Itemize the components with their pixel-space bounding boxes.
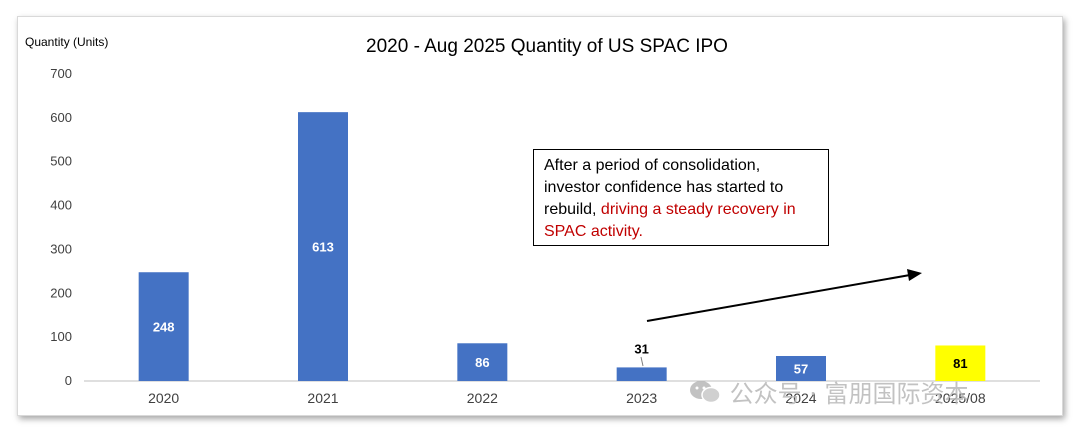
y-axis-label: Quantity (Units): [25, 35, 108, 49]
bar-2022: [457, 343, 508, 381]
bar-2025-08: [935, 345, 986, 381]
x-tick-label-2023: 2023: [626, 390, 657, 406]
y-tick-label-0: 0: [65, 373, 72, 388]
data-label-2024: 57: [794, 362, 808, 377]
x-tick-label-2022: 2022: [467, 390, 498, 406]
trend-arrow: [646, 274, 911, 322]
x-tick-label-2025-08: 2025/08: [935, 390, 986, 406]
x-tick-label-2024: 2024: [785, 390, 816, 406]
bar-2024: [776, 356, 826, 381]
x-tick-label-2020: 2020: [148, 390, 179, 406]
label-leader-line: [640, 356, 644, 367]
y-tick-label-300: 300: [50, 241, 72, 256]
chart-title: 2020 - Aug 2025 Quantity of US SPAC IPO: [366, 36, 728, 57]
watermark-text: 公众号 · 富朋国际资本: [729, 380, 969, 408]
data-label-2021: 613: [312, 240, 334, 255]
data-label-2025-08: 81: [953, 356, 967, 371]
y-tick-label-700: 700: [50, 66, 72, 81]
y-tick-label-600: 600: [50, 110, 72, 125]
callout-highlight-text: driving a steady recovery in SPAC activi…: [544, 201, 796, 240]
data-label-2022: 86: [475, 355, 489, 370]
y-tick-label-200: 200: [50, 285, 72, 300]
callout-text: After a period of consolidation, investo…: [544, 157, 784, 218]
y-tick-label-400: 400: [50, 198, 72, 213]
y-tick-label-500: 500: [50, 154, 72, 169]
bar-2021: [298, 112, 348, 382]
y-tick-label-100: 100: [50, 329, 72, 344]
data-label-2023: 31: [634, 341, 648, 356]
x-tick-label-2021: 2021: [307, 390, 338, 406]
data-label-2020: 248: [153, 320, 175, 335]
annotation-callout: After a period of consolidation, investo…: [533, 149, 829, 246]
bar-2020: [138, 272, 189, 381]
watermark: 公众号 · 富朋国际资本: [688, 374, 969, 409]
bar-2023: [616, 367, 667, 381]
trend-arrowhead: [907, 269, 922, 281]
wechat-icon: [690, 381, 721, 404]
